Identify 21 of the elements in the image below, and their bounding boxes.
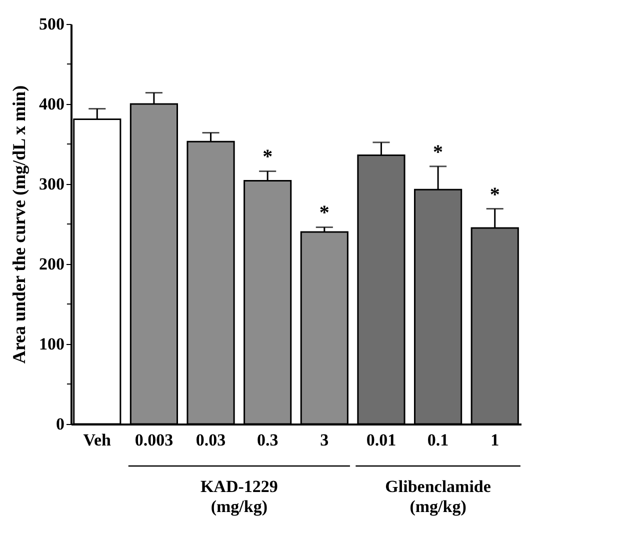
y-axis-title: Area under the curve (mg/dL x min) [9,85,29,364]
y-tick-label: 400 [39,94,64,114]
x-tick-label: Veh [83,430,112,450]
y-tick-label: 100 [39,334,64,354]
text: KAD-1229 (mg/kg) [200,477,278,516]
y-tick-label: 500 [39,14,64,34]
x-tick-label: 0.3 [256,430,278,450]
x-tick-label: 0.003 [134,430,174,450]
x-tick-label: 3 [320,430,329,450]
x-tick-label: 0.01 [366,430,396,450]
text: Glibenclamide (mg/kg) [385,477,492,516]
y-tick-label: 0 [56,414,64,434]
x-tick-label: 0.03 [196,430,226,450]
x-tick-label: 0.1 [427,430,449,450]
annotation: * [262,146,273,168]
annotation: * [319,202,330,224]
y-tick-label: 300 [39,174,64,194]
x-tick-label: 1 [490,430,500,450]
y-tick-label: 200 [39,254,64,274]
annotation: * [433,141,444,164]
annotation: * [490,184,500,206]
